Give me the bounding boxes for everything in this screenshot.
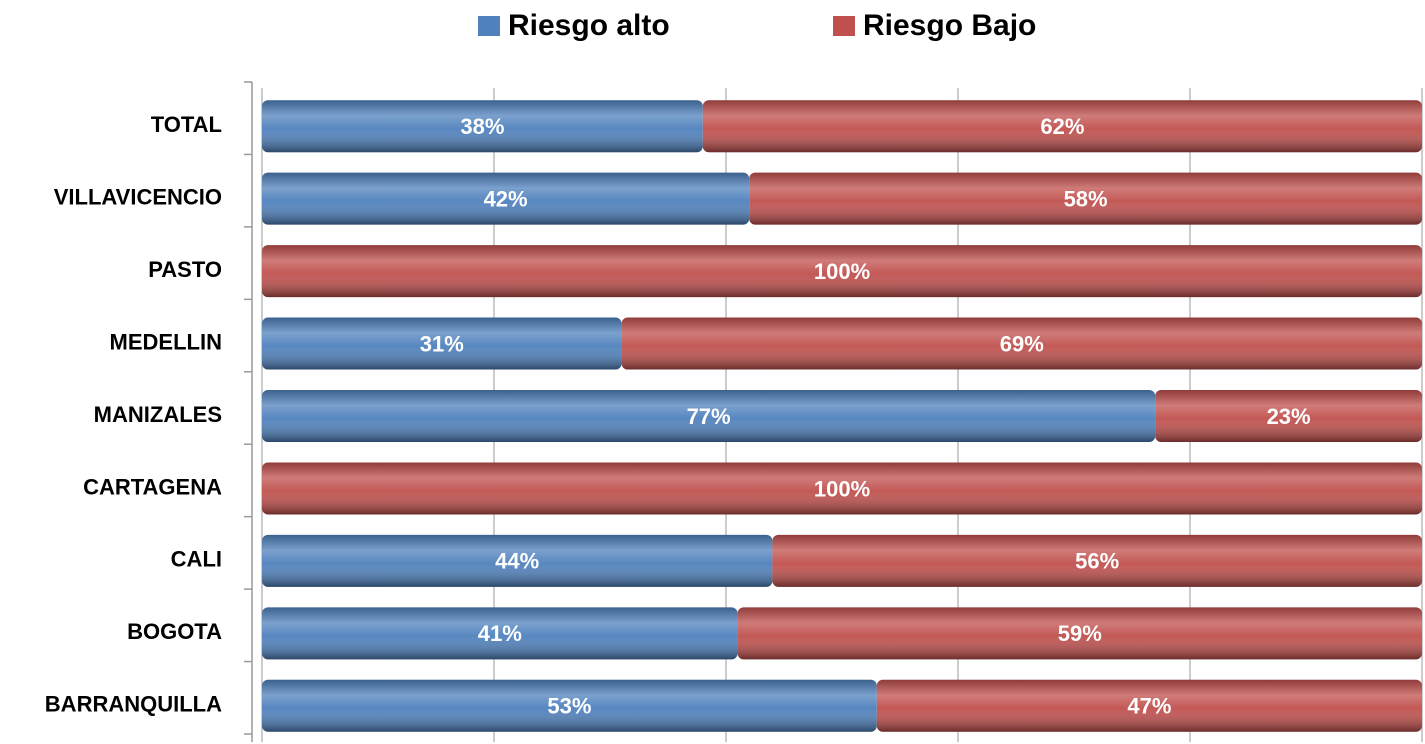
bar-shade — [262, 534, 773, 587]
bar-shade — [262, 245, 1422, 298]
bar-shade — [262, 679, 877, 732]
data-label: 31% — [420, 331, 464, 356]
legend-swatch — [833, 16, 855, 36]
data-label: 100% — [814, 476, 870, 501]
data-label: 53% — [547, 694, 591, 719]
y-tick-label: VILLAVICENCIO — [54, 184, 222, 209]
bar-shade — [262, 462, 1422, 515]
data-label: 59% — [1058, 621, 1102, 646]
bar-shade — [621, 317, 1422, 370]
y-tick-label: MEDELLIN — [110, 329, 222, 354]
y-tick-label: TOTAL — [151, 112, 222, 137]
data-label: 69% — [1000, 331, 1044, 356]
data-label: 44% — [495, 549, 539, 574]
y-tick-label: BOGOTA — [127, 619, 222, 644]
data-label: 42% — [484, 186, 528, 211]
legend-label: Riesgo Bajo — [863, 9, 1036, 42]
y-tick-label: CARTAGENA — [83, 474, 222, 499]
bar-shade — [262, 607, 738, 660]
bar-shade — [749, 172, 1422, 225]
data-label: 38% — [460, 114, 504, 139]
y-tick-label: BARRANQUILLA — [45, 692, 222, 717]
y-tick-label: MANIZALES — [94, 402, 222, 427]
bar-shade — [737, 607, 1422, 660]
bar-shade — [262, 100, 703, 153]
data-label: 56% — [1075, 549, 1119, 574]
bar-shade — [1155, 390, 1422, 442]
data-label: 62% — [1040, 114, 1084, 139]
bar-shade — [262, 390, 1156, 442]
legend-swatch — [478, 16, 500, 36]
legend-label: Riesgo alto — [508, 9, 670, 42]
data-label: 41% — [478, 621, 522, 646]
data-label: 58% — [1064, 186, 1108, 211]
y-tick-label: PASTO — [148, 257, 222, 282]
bar-shade — [262, 172, 750, 225]
y-tick-label: CALI — [171, 547, 222, 572]
data-label: 77% — [687, 404, 731, 429]
bar-shade — [702, 100, 1422, 153]
bar-shade — [876, 679, 1422, 732]
data-label: 23% — [1267, 404, 1311, 429]
bar-shade — [772, 534, 1422, 587]
data-label: 47% — [1127, 694, 1171, 719]
bar-shade — [262, 317, 622, 370]
data-label: 100% — [814, 259, 870, 284]
